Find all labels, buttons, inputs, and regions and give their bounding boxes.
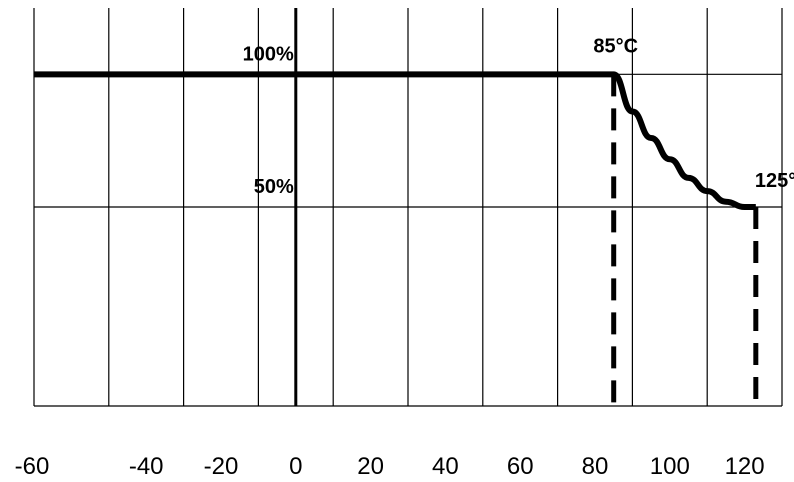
x-tick-label: 120 [725, 453, 765, 480]
x-tick-label: 60 [507, 453, 534, 480]
annotation-label: 125°C [755, 170, 794, 192]
x-tick-label: 20 [357, 453, 384, 480]
annotation-label: 50% [254, 176, 294, 198]
x-tick-label: 40 [432, 453, 459, 480]
reference-lines [611, 74, 759, 406]
x-tick-label: 100 [650, 453, 690, 480]
x-tick-label: 0 [289, 453, 302, 480]
x-tick-label: 80 [582, 453, 609, 480]
x-tick-label: -60 [15, 453, 50, 480]
x-tick-labels: -60 -40 -20 0 20 40 60 80 100 120 [15, 453, 765, 480]
x-tick-label: -20 [204, 453, 239, 480]
series-line [34, 71, 756, 210]
annotation-label: 100% [243, 43, 294, 65]
x-tick-label: -40 [129, 453, 164, 480]
annotation-label: 85°C [593, 35, 638, 57]
annotations: 100% 50% 85°C 125°C [243, 35, 794, 198]
